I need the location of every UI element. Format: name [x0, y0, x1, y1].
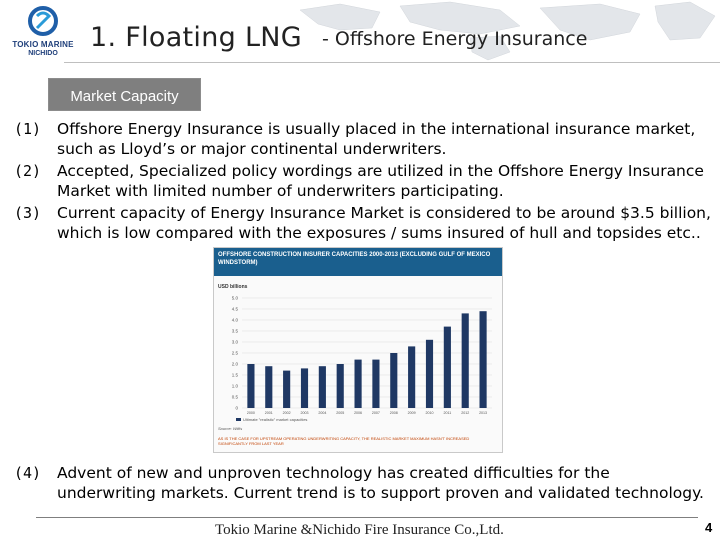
page-title: 1. Floating LNG: [90, 22, 303, 53]
x-tick-label: 2006: [354, 411, 362, 415]
legend-label: Ultimate "realistic" market capacities: [243, 417, 307, 422]
chart-bar: [283, 370, 291, 408]
market-capacity-tab: Market Capacity: [48, 78, 201, 111]
x-tick-label: 2000: [247, 411, 255, 415]
legend-swatch: [236, 418, 241, 421]
y-tick-label: 4.0: [232, 318, 239, 323]
item-number: (1): [14, 120, 42, 138]
footer-company-name: Tokio Marine &Nichido Fire Insurance Co.…: [215, 522, 504, 538]
page-subtitle: - Offshore Energy Insurance: [322, 28, 588, 50]
tab-label: Market Capacity: [70, 88, 179, 105]
capacity-chart: OFFSHORE CONSTRUCTION INSURER CAPACITIES…: [213, 247, 503, 453]
y-tick-label: 5.0: [232, 296, 239, 301]
x-tick-label: 2010: [426, 411, 434, 415]
chart-plot: USD billions 0 0.5 1.0 1.5 2.0 2.5 3.0 3.5 4.0 4.5…: [218, 284, 492, 431]
chart-header: OFFSHORE CONSTRUCTION INSURER CAPACITIES…: [214, 248, 502, 276]
x-tick-label: 2008: [390, 411, 398, 415]
chart-bar: [372, 359, 380, 408]
y-tick-label: 1.5: [232, 373, 239, 378]
x-tick-label: 2001: [265, 411, 273, 415]
chart-note: AS IS THE CASE FOR UPSTREAM OPERATING UN…: [218, 436, 470, 446]
chart-bar: [336, 364, 344, 408]
logo-text-line2: NICHIDO: [28, 50, 58, 57]
chart-bar: [408, 346, 416, 408]
item-number: (4): [14, 464, 42, 482]
y-axis-label: USD billions: [218, 284, 248, 290]
logo-text-line1: TOKIO MARINE: [12, 40, 74, 49]
y-tick-label: 2.5: [232, 351, 239, 356]
x-tick-label: 2012: [461, 411, 469, 415]
x-tick-label: 2007: [372, 411, 380, 415]
page-number: 4: [705, 520, 713, 535]
world-map-background: [299, 1, 716, 61]
chart-bar: [443, 326, 451, 408]
chart-bar: [354, 359, 362, 408]
chart-bar: [265, 366, 273, 408]
chart-title: OFFSHORE CONSTRUCTION INSURER CAPACITIES…: [218, 252, 491, 266]
y-tick-label: 0: [235, 406, 238, 411]
chart-bar: [318, 366, 326, 408]
chart-bar: [425, 339, 434, 408]
company-logo: TOKIO MARINE NICHIDO: [10, 6, 76, 64]
y-tick-label: 0.5: [232, 395, 239, 400]
x-tick-label: 2003: [301, 411, 309, 415]
chart-bar: [461, 313, 469, 408]
x-tick-label: 2005: [336, 411, 344, 415]
x-tick-label: 2002: [283, 411, 291, 415]
x-tick-label: 2004: [318, 411, 326, 415]
y-tick-label: 1.0: [232, 384, 239, 389]
item-text: Current capacity of Energy Insurance Mar…: [57, 204, 711, 242]
chart-bar: [479, 311, 487, 408]
item-number: (3): [14, 204, 42, 222]
y-tick-label: 3.0: [232, 340, 239, 345]
footer-divider: [36, 517, 698, 518]
chart-bar: [247, 364, 255, 408]
chart-bar: [390, 353, 398, 408]
y-tick-label: 2.0: [232, 362, 239, 367]
title-divider: [64, 62, 720, 63]
item-text: Accepted, Specialized policy wordings ar…: [57, 162, 704, 200]
y-tick-label: 4.5: [232, 307, 239, 312]
item-text: Advent of new and unproven technology ha…: [57, 464, 704, 502]
x-tick-label: 2013: [479, 411, 487, 415]
item-number: (2): [14, 162, 42, 180]
x-tick-label: 2011: [443, 411, 451, 415]
x-tick-label: 2009: [408, 411, 416, 415]
chart-source: Source: Willis: [218, 426, 242, 431]
item-text: Offshore Energy Insurance is usually pla…: [57, 120, 696, 158]
logo-mark-icon: [28, 6, 58, 36]
y-tick-label: 3.5: [232, 329, 239, 334]
chart-bar: [300, 368, 309, 408]
